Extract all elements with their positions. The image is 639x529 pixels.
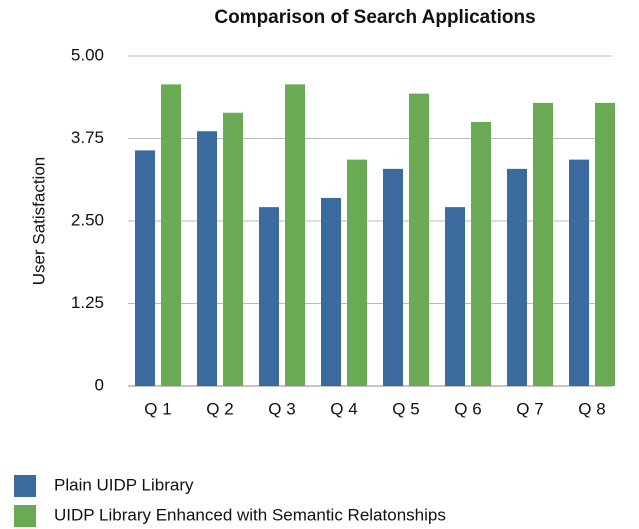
x-tick-label: Q 5 xyxy=(392,399,419,418)
bar xyxy=(161,84,181,386)
x-tick-label: Q 6 xyxy=(454,399,481,418)
bar xyxy=(471,122,491,386)
x-tick-label: Q 7 xyxy=(516,399,543,418)
bar xyxy=(321,197,341,386)
bar xyxy=(135,150,155,386)
x-tick-label: Q 4 xyxy=(330,399,357,418)
y-tick-label: 2.50 xyxy=(71,210,104,229)
y-axis-label: User Satisfaction xyxy=(29,157,48,286)
legend-label: Plain UIDP Library xyxy=(54,475,194,494)
x-tick-label: Q 3 xyxy=(268,399,295,418)
x-tick-label: Q 1 xyxy=(144,399,171,418)
bar xyxy=(285,84,305,386)
bar xyxy=(445,207,465,386)
bar xyxy=(197,131,217,386)
bar xyxy=(507,168,527,386)
bar xyxy=(347,159,367,386)
legend-swatch xyxy=(14,475,36,497)
x-tick-label: Q 8 xyxy=(578,399,605,418)
y-tick-label: 1.25 xyxy=(71,293,104,312)
bar xyxy=(569,159,589,386)
bar xyxy=(223,112,243,386)
y-tick-label: 5.00 xyxy=(71,45,104,64)
bar xyxy=(595,102,615,387)
bar xyxy=(533,102,553,387)
legend-label: UIDP Library Enhanced with Semantic Rela… xyxy=(54,505,446,524)
bar xyxy=(409,93,429,387)
bar xyxy=(383,168,403,386)
legend-swatch xyxy=(14,505,36,527)
x-tick-label: Q 2 xyxy=(206,399,233,418)
bar xyxy=(259,207,279,386)
y-tick-label: 3.75 xyxy=(71,128,104,147)
y-tick-label: 0 xyxy=(95,375,104,394)
chart-title: Comparison of Search Applications xyxy=(214,7,535,28)
